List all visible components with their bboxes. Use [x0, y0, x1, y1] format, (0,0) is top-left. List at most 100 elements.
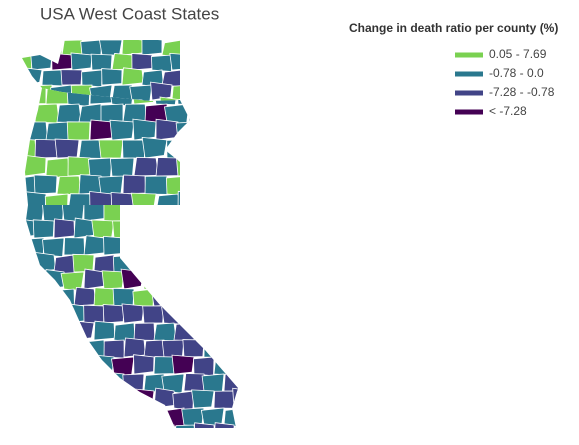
county: [53, 321, 75, 341]
county: [120, 268, 145, 290]
county: [51, 423, 75, 428]
county: [26, 205, 45, 222]
county: [171, 84, 180, 101]
county: [89, 191, 113, 205]
county: [133, 422, 155, 428]
county: [22, 66, 43, 86]
map-title: USA West Coast States: [40, 4, 219, 23]
county: [34, 138, 59, 159]
county: [129, 84, 153, 101]
county: [32, 356, 55, 375]
county: [25, 154, 47, 177]
county: [182, 339, 205, 358]
county: [180, 237, 205, 256]
county: [26, 322, 38, 341]
county: [33, 174, 58, 195]
county: [232, 254, 238, 276]
county: [160, 236, 185, 256]
county: [223, 205, 238, 222]
county: [73, 390, 95, 409]
county: [153, 422, 178, 428]
county: [213, 422, 236, 428]
county: [140, 99, 163, 101]
county: [90, 53, 113, 71]
county: [25, 138, 37, 159]
legend-title: Change in death ratio per county (%): [349, 21, 558, 35]
county: [182, 40, 202, 58]
county: [133, 254, 157, 273]
county: [183, 268, 205, 290]
county: [25, 88, 47, 105]
county: [133, 354, 155, 375]
county: [101, 68, 123, 86]
county: [51, 356, 75, 378]
county: [33, 422, 57, 428]
county: [33, 320, 56, 341]
county: [43, 407, 66, 426]
county: [173, 424, 197, 428]
county: [131, 388, 155, 409]
county: [112, 287, 135, 307]
county: [213, 254, 238, 274]
county: [22, 54, 33, 71]
county: [53, 218, 75, 239]
county: [52, 390, 75, 409]
county: [203, 205, 227, 223]
county: [26, 254, 37, 273]
county: [93, 287, 116, 307]
county: [26, 217, 36, 239]
county: [43, 371, 68, 392]
county: [112, 220, 135, 239]
county: [176, 88, 190, 105]
county: [98, 139, 124, 159]
county: [212, 220, 235, 241]
county: [26, 354, 35, 375]
county: [61, 337, 85, 358]
county: [143, 406, 166, 426]
county: [25, 103, 36, 123]
county: [98, 40, 123, 56]
county: [175, 155, 190, 177]
state-ca: [26, 205, 238, 428]
county: [73, 356, 95, 376]
county: [202, 234, 225, 256]
county: [153, 322, 177, 342]
county: [232, 319, 238, 341]
county: [233, 355, 238, 375]
county: [102, 371, 125, 392]
county: [25, 191, 47, 205]
county: [54, 138, 80, 159]
county: [142, 205, 165, 222]
county: [83, 235, 107, 256]
county: [93, 320, 116, 341]
county: [121, 67, 144, 86]
county: [110, 390, 135, 411]
county: [144, 175, 168, 195]
county: [103, 235, 125, 256]
county: [153, 387, 177, 409]
county: [123, 337, 146, 358]
state-or: [25, 88, 190, 205]
county: [25, 121, 49, 141]
county: [103, 339, 125, 359]
county: [93, 424, 115, 428]
county: [62, 406, 85, 426]
county: [30, 52, 53, 71]
county: [161, 40, 180, 59]
county: [45, 157, 70, 179]
county: [165, 175, 190, 197]
legend-label: 0.05 - 7.69: [489, 47, 547, 61]
county: [152, 254, 175, 274]
county: [222, 271, 238, 292]
county: [173, 322, 197, 342]
county: [169, 52, 180, 71]
county: [133, 156, 160, 177]
county: [121, 40, 144, 56]
legend: 0.05 - 7.69 -0.78 - 0.0 -7.28 - -0.78 < -7.…: [455, 47, 555, 118]
county: [131, 52, 153, 71]
county: [150, 54, 173, 72]
county: [162, 271, 185, 290]
county: [141, 237, 165, 256]
county: [111, 356, 135, 377]
county: [193, 319, 218, 341]
